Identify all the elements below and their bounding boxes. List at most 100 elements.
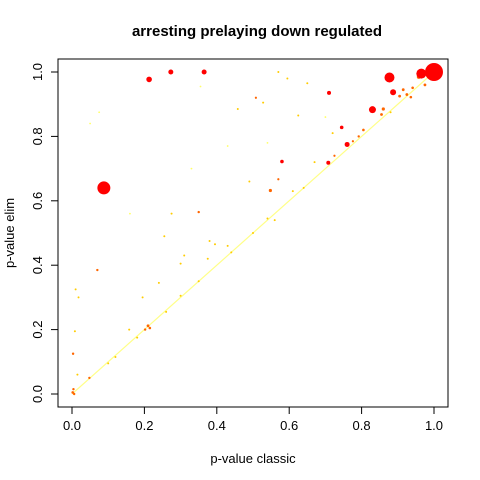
data-point [230,251,233,254]
data-point [236,108,239,111]
data-point [148,326,152,330]
x-axis-label: p-value classic [210,451,296,466]
data-point [197,210,200,214]
data-point [302,186,305,189]
y-axis-label: p-value elim [2,198,17,268]
x-tick-label: 0.8 [353,418,371,433]
data-point [206,257,209,260]
data-point [344,141,350,147]
data-point [208,240,211,243]
data-point [313,161,316,164]
data-point [398,94,402,98]
x-tick-label: 0.2 [135,418,153,433]
data-point [170,212,173,215]
data-point [179,294,182,297]
data-point [331,132,334,135]
data-point [136,336,139,339]
data-point [389,111,392,114]
data-point [380,113,383,116]
data-point [107,362,110,365]
data-point [306,82,309,85]
data-point [277,178,280,181]
data-point [262,101,265,104]
data-point [72,387,75,391]
data-point [157,281,160,284]
data-point [273,219,276,222]
data-point [324,116,327,118]
data-point [74,288,77,291]
y-tick-label: 0.6 [30,192,45,210]
data-point [179,262,182,265]
x-tick-label: 0.0 [63,418,81,433]
data-point [97,181,111,195]
data-point [88,376,91,380]
data-point [362,128,365,132]
data-point [183,254,186,257]
y-tick-label: 0.4 [30,256,45,274]
data-point [190,167,193,170]
data-point [72,392,76,396]
x-axis: 0.0 0.2 0.4 0.6 0.8 1.0 [63,406,443,433]
data-point [146,324,150,328]
data-point [280,159,284,164]
data-point [339,125,344,130]
y-tick-label: 0.0 [30,385,45,403]
data-point [268,188,272,193]
data-point [286,77,289,80]
data-point [351,140,355,143]
data-point [201,69,207,75]
data-point [409,95,413,99]
data-point [76,373,79,376]
x-tick-label: 0.4 [208,418,226,433]
y-tick-label: 1.0 [30,63,45,81]
data-point [129,212,131,215]
data-point [89,122,91,125]
data-point [401,88,405,92]
data-point [146,76,152,83]
data-point [96,268,99,272]
data-point [197,280,200,283]
points-layer [71,63,443,396]
data-point [71,391,75,394]
y-tick-label: 0.8 [30,127,45,145]
data-point [248,180,251,183]
data-point [416,68,427,79]
data-point [98,111,101,114]
data-point [128,328,131,331]
data-point [73,330,76,333]
data-point [168,69,174,75]
data-point [384,72,395,83]
data-point [226,244,229,247]
data-point [411,86,414,90]
data-point [266,141,269,144]
data-point [141,296,144,299]
data-point [143,328,147,331]
data-point [297,114,300,117]
y-tick-label: 0.2 [30,321,45,339]
data-point [326,160,331,165]
data-point [226,145,229,147]
data-point [163,235,166,238]
data-point [114,355,117,358]
data-point [381,107,385,111]
data-point [327,90,332,95]
data-point [266,217,269,220]
data-point [77,296,80,299]
data-point [390,89,397,96]
data-point [291,190,294,193]
data-point [71,352,75,355]
data-point [277,71,280,73]
data-point [165,310,168,313]
data-point [254,96,257,99]
data-point [213,243,216,246]
chart-title: arresting prelaying down regulated [132,23,382,40]
y-axis: 0.0 0.2 0.4 0.6 0.8 1.0 [30,63,59,403]
data-point [199,85,202,88]
data-point [357,135,360,138]
data-point [333,154,336,157]
data-point [423,83,427,87]
data-point [425,63,443,81]
x-tick-label: 1.0 [425,418,443,433]
